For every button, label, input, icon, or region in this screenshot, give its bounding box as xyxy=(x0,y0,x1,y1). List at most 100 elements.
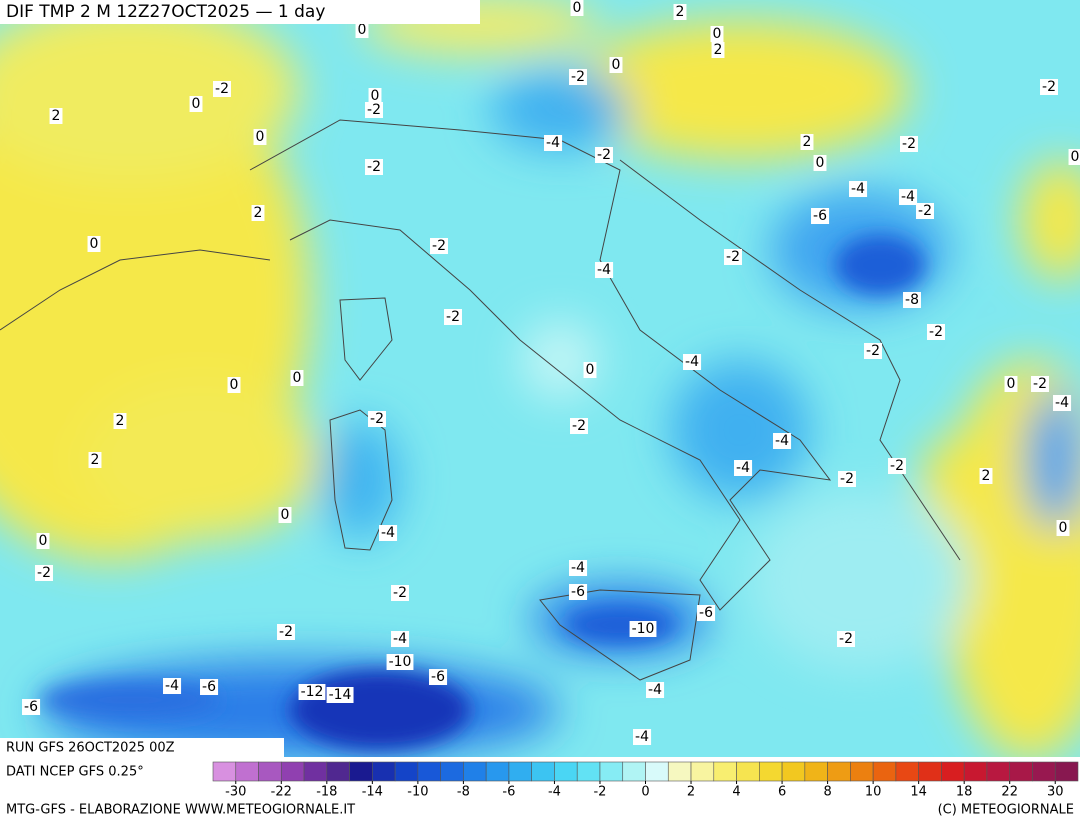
colorbar-tick-label: 8 xyxy=(823,785,831,800)
label-box xyxy=(365,102,383,118)
contour-label: 0 xyxy=(713,26,722,42)
colorbar-tick-label: 6 xyxy=(778,785,786,800)
contour-label: -2 xyxy=(726,249,740,265)
colorbar-swatch xyxy=(645,761,669,782)
label-box xyxy=(927,324,945,340)
label-box xyxy=(163,678,182,694)
contour-label: -2 xyxy=(37,565,51,581)
colorbar-tick-label: -6 xyxy=(502,785,515,800)
label-box xyxy=(1068,149,1080,165)
contour-label: -12 xyxy=(301,684,324,700)
colorbar-swatch xyxy=(963,761,988,782)
contour-label: -4 xyxy=(685,354,699,370)
label-box xyxy=(391,631,410,647)
colorbar-swatch xyxy=(781,761,806,782)
label-box xyxy=(49,108,63,124)
label-box xyxy=(326,687,354,703)
label-box xyxy=(595,147,613,163)
label-box xyxy=(544,135,563,151)
contour-label: -2 xyxy=(571,69,585,85)
contour-label: -8 xyxy=(905,292,919,308)
contour-label: 2 xyxy=(91,452,100,468)
label-box xyxy=(837,631,855,647)
label-box xyxy=(569,584,588,600)
label-box xyxy=(864,343,882,359)
footer-right: (C) METEOGIORNALE xyxy=(938,803,1074,818)
label-box xyxy=(430,238,448,254)
run-box xyxy=(0,738,284,758)
colorbar-swatch xyxy=(941,761,965,782)
colorbar-tick-label: 10 xyxy=(865,785,882,800)
colorbar-swatch xyxy=(303,761,328,782)
colorbar-swatch xyxy=(394,761,419,782)
label-box xyxy=(444,309,462,325)
colorbar-swatch xyxy=(850,761,874,782)
label-box xyxy=(773,433,792,449)
label-box xyxy=(368,411,386,427)
colorbar-swatch xyxy=(349,761,373,782)
map-field xyxy=(0,0,1080,757)
label-box xyxy=(290,370,304,386)
contour-label: -6 xyxy=(431,669,445,685)
colorbar-tick-label: 14 xyxy=(910,785,927,800)
colorbar-swatch xyxy=(372,761,396,782)
contour-label: -2 xyxy=(367,159,381,175)
contour-label: -2 xyxy=(1033,376,1047,392)
contour-label: -2 xyxy=(902,136,916,152)
contour-label: 0 xyxy=(1071,149,1080,165)
contour-label: -4 xyxy=(736,460,750,476)
contour-label: 0 xyxy=(230,377,239,393)
label-box xyxy=(386,654,414,670)
colorbar-swatch xyxy=(667,761,692,782)
contour-label: -2 xyxy=(890,458,904,474)
label-box xyxy=(189,96,203,112)
contour-label: -6 xyxy=(699,605,713,621)
contour-label: -4 xyxy=(851,181,865,197)
colorbar-tick-label: 0 xyxy=(641,785,649,800)
contour-label: -6 xyxy=(24,699,38,715)
colorbar-swatch xyxy=(326,761,350,782)
label-box xyxy=(379,525,398,541)
label-box xyxy=(629,621,657,637)
colorbar-swatch xyxy=(918,761,942,782)
label-box xyxy=(22,699,41,715)
contour-label: -4 xyxy=(571,560,585,576)
label-box xyxy=(227,377,241,393)
label-box xyxy=(1004,376,1018,392)
contour-label: -4 xyxy=(901,189,915,205)
contour-label: -4 xyxy=(648,682,662,698)
colorbar-tick-label: 22 xyxy=(1001,785,1018,800)
label-box xyxy=(253,129,267,145)
colorbar-swatch xyxy=(759,761,783,782)
label-box xyxy=(355,22,369,38)
label-box xyxy=(569,560,588,576)
contour-label: -2 xyxy=(446,309,460,325)
label-box xyxy=(36,533,50,549)
label-box xyxy=(87,236,101,252)
colorbar-tick-label: 18 xyxy=(956,785,973,800)
contour-label: 2 xyxy=(803,134,812,150)
colorbar-swatch xyxy=(736,761,760,782)
contour-label: 2 xyxy=(116,413,125,429)
colorbar-swatch xyxy=(690,761,715,782)
colorbar-swatch xyxy=(508,761,532,782)
colorbar-tick-label: 2 xyxy=(687,785,695,800)
label-box xyxy=(849,181,868,197)
colorbar-swatch xyxy=(576,761,601,782)
label-box xyxy=(213,81,231,97)
colorbar-swatch xyxy=(554,761,578,782)
contour-label: -2 xyxy=(840,471,854,487)
contour-label: -4 xyxy=(165,678,179,694)
data-source: DATI NCEP GFS 0.25° xyxy=(6,765,144,780)
label-box xyxy=(595,262,614,278)
contour-label: -4 xyxy=(635,729,649,745)
label-box xyxy=(278,507,292,523)
label-box xyxy=(633,729,652,745)
label-box xyxy=(570,0,584,16)
contour-label: -2 xyxy=(929,324,943,340)
contour-label: -6 xyxy=(571,584,585,600)
colorbar-swatch xyxy=(212,761,237,782)
contour-label: 2 xyxy=(254,205,263,221)
colorbar-swatch xyxy=(258,761,282,782)
footer-left: MTG-GFS - ELABORAZIONE WWW.METEOGIORNALE… xyxy=(6,803,355,818)
